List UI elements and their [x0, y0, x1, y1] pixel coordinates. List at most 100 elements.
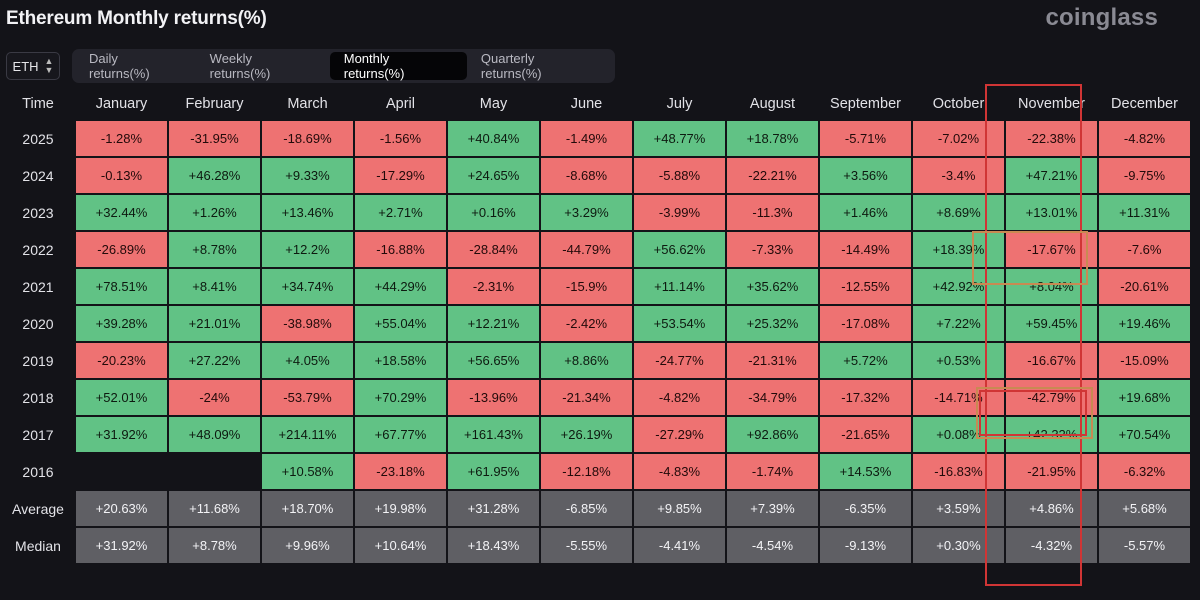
row-label-year: 2020 [22, 315, 54, 332]
return-cell: -21.65% [820, 417, 911, 452]
return-cell: -21.95% [1006, 454, 1097, 489]
tab-quarterly-returns[interactable]: Quarterly returns(%) [480, 51, 542, 81]
return-cell: +11.14% [634, 269, 725, 304]
return-cell: +19.68% [1099, 380, 1190, 415]
table-row: 2017 +31.92% +48.09% +214.11% +67.77% +161.43… [2, 417, 1190, 452]
column-header-september: September [830, 96, 901, 112]
row-label-median: Median [15, 537, 61, 554]
return-cell: +42.32% [1006, 417, 1097, 452]
return-cell: +214.11% [262, 417, 353, 452]
table-row: 2025 -1.28% -31.95% -18.69% -1.56% +40.84% -1.… [2, 121, 1190, 156]
return-cell: +4.05% [262, 343, 353, 378]
return-cell: -7.33% [727, 232, 818, 267]
return-cell: +0.53% [913, 343, 1004, 378]
return-cell: -15.09% [1099, 343, 1190, 378]
return-cell: +78.51% [76, 269, 167, 304]
return-cell: -9.75% [1099, 158, 1190, 193]
empty-cell [169, 454, 260, 489]
tab-daily-returns[interactable]: Daily returns(%) [89, 51, 150, 81]
return-cell: +42.92% [913, 269, 1004, 304]
return-cell: +18.58% [355, 343, 446, 378]
return-cell: +18.70% [262, 491, 353, 526]
return-cell: +8.41% [169, 269, 260, 304]
return-cell: +2.71% [355, 195, 446, 230]
return-cell: -17.32% [820, 380, 911, 415]
return-cell: -44.79% [541, 232, 632, 267]
tab-weekly-returns[interactable]: Weekly returns(%) [209, 51, 271, 81]
row-label-year: 2021 [22, 278, 54, 295]
return-cell: +10.58% [262, 454, 353, 489]
asset-select-value: ETH [12, 58, 39, 74]
return-cell: +8.69% [913, 195, 1004, 230]
table-row: 2022 -26.89% +8.78% +12.2% -16.88% -28.84% -44… [2, 232, 1190, 267]
column-header-august: August [749, 96, 796, 112]
return-cell: +14.53% [820, 454, 911, 489]
table-row: 2023 +32.44% +1.26% +13.46% +2.71% +0.16% +3.2… [2, 195, 1190, 230]
column-header-january: January [95, 96, 148, 112]
return-cell: +11.68% [169, 491, 260, 526]
column-header-time: Time [22, 96, 54, 112]
return-cell: +3.29% [541, 195, 632, 230]
table-row: 2019 -20.23% +27.22% +4.05% +18.58% +56.65% +8… [2, 343, 1190, 378]
return-cell: -22.21% [727, 158, 818, 193]
return-cell: +70.29% [355, 380, 446, 415]
return-cell: +8.78% [169, 528, 260, 563]
return-cell: +70.54% [1099, 417, 1190, 452]
return-cell: -17.08% [820, 306, 911, 341]
return-cell: +12.2% [262, 232, 353, 267]
return-cell: -1.56% [355, 121, 446, 156]
column-header-june: June [570, 96, 603, 112]
return-cell: +32.44% [76, 195, 167, 230]
return-cell: +35.62% [727, 269, 818, 304]
return-cell: +47.21% [1006, 158, 1097, 193]
return-cell: -5.88% [634, 158, 725, 193]
asset-select[interactable]: ETH ▲ ▼ [6, 52, 60, 80]
row-label-year: 2025 [22, 130, 54, 147]
return-cell: -2.42% [541, 306, 632, 341]
return-cell: -14.49% [820, 232, 911, 267]
return-cell: +31.92% [76, 417, 167, 452]
row-label-year: 2024 [22, 167, 54, 184]
return-cell: +19.98% [355, 491, 446, 526]
return-cell: -1.28% [76, 121, 167, 156]
return-cell: +61.95% [448, 454, 539, 489]
return-cell: -18.69% [262, 121, 353, 156]
return-cell: +1.46% [820, 195, 911, 230]
return-cell: +25.32% [727, 306, 818, 341]
return-cell: +59.45% [1006, 306, 1097, 341]
table-row: 2021 +78.51% +8.41% +34.74% +44.29% -2.31% -15… [2, 269, 1190, 304]
return-cell: -12.18% [541, 454, 632, 489]
return-cell: -11.3% [727, 195, 818, 230]
brand-logo: coinglass [1045, 4, 1158, 31]
return-cell: -8.68% [541, 158, 632, 193]
column-header-april: April [385, 96, 415, 112]
chevron-updown-icon: ▲ ▼ [44, 56, 54, 75]
return-cell: -2.31% [448, 269, 539, 304]
return-cell: -31.95% [169, 121, 260, 156]
return-cell: -5.55% [541, 528, 632, 563]
return-cell: +5.68% [1099, 491, 1190, 526]
stat-row-average: Average +20.63% +11.68% +18.70% +19.98% +31.2… [2, 491, 1190, 526]
column-header-march: March [287, 96, 328, 112]
return-cell: -3.99% [634, 195, 725, 230]
row-label-year: 2018 [22, 389, 54, 406]
return-cell: +10.64% [355, 528, 446, 563]
return-cell: +40.84% [448, 121, 539, 156]
page-title: Ethereum Monthly returns(%) [6, 8, 267, 29]
return-cell: +56.65% [448, 343, 539, 378]
return-cell: -27.29% [634, 417, 725, 452]
return-cell: +13.46% [262, 195, 353, 230]
return-cell: -4.82% [634, 380, 725, 415]
return-cell: +56.62% [634, 232, 725, 267]
row-label-year: 2019 [22, 352, 54, 369]
column-header-may: May [479, 96, 508, 112]
row-label-year: 2017 [22, 426, 54, 443]
tab-monthly-returns[interactable]: Monthly returns(%) [329, 51, 467, 81]
return-cell: +7.22% [913, 306, 1004, 341]
return-cell: -3.4% [913, 158, 1004, 193]
return-cell: +9.96% [262, 528, 353, 563]
return-cell: +5.72% [820, 343, 911, 378]
return-cell: -16.83% [913, 454, 1004, 489]
return-cell: +31.92% [76, 528, 167, 563]
return-cell: -13.96% [448, 380, 539, 415]
